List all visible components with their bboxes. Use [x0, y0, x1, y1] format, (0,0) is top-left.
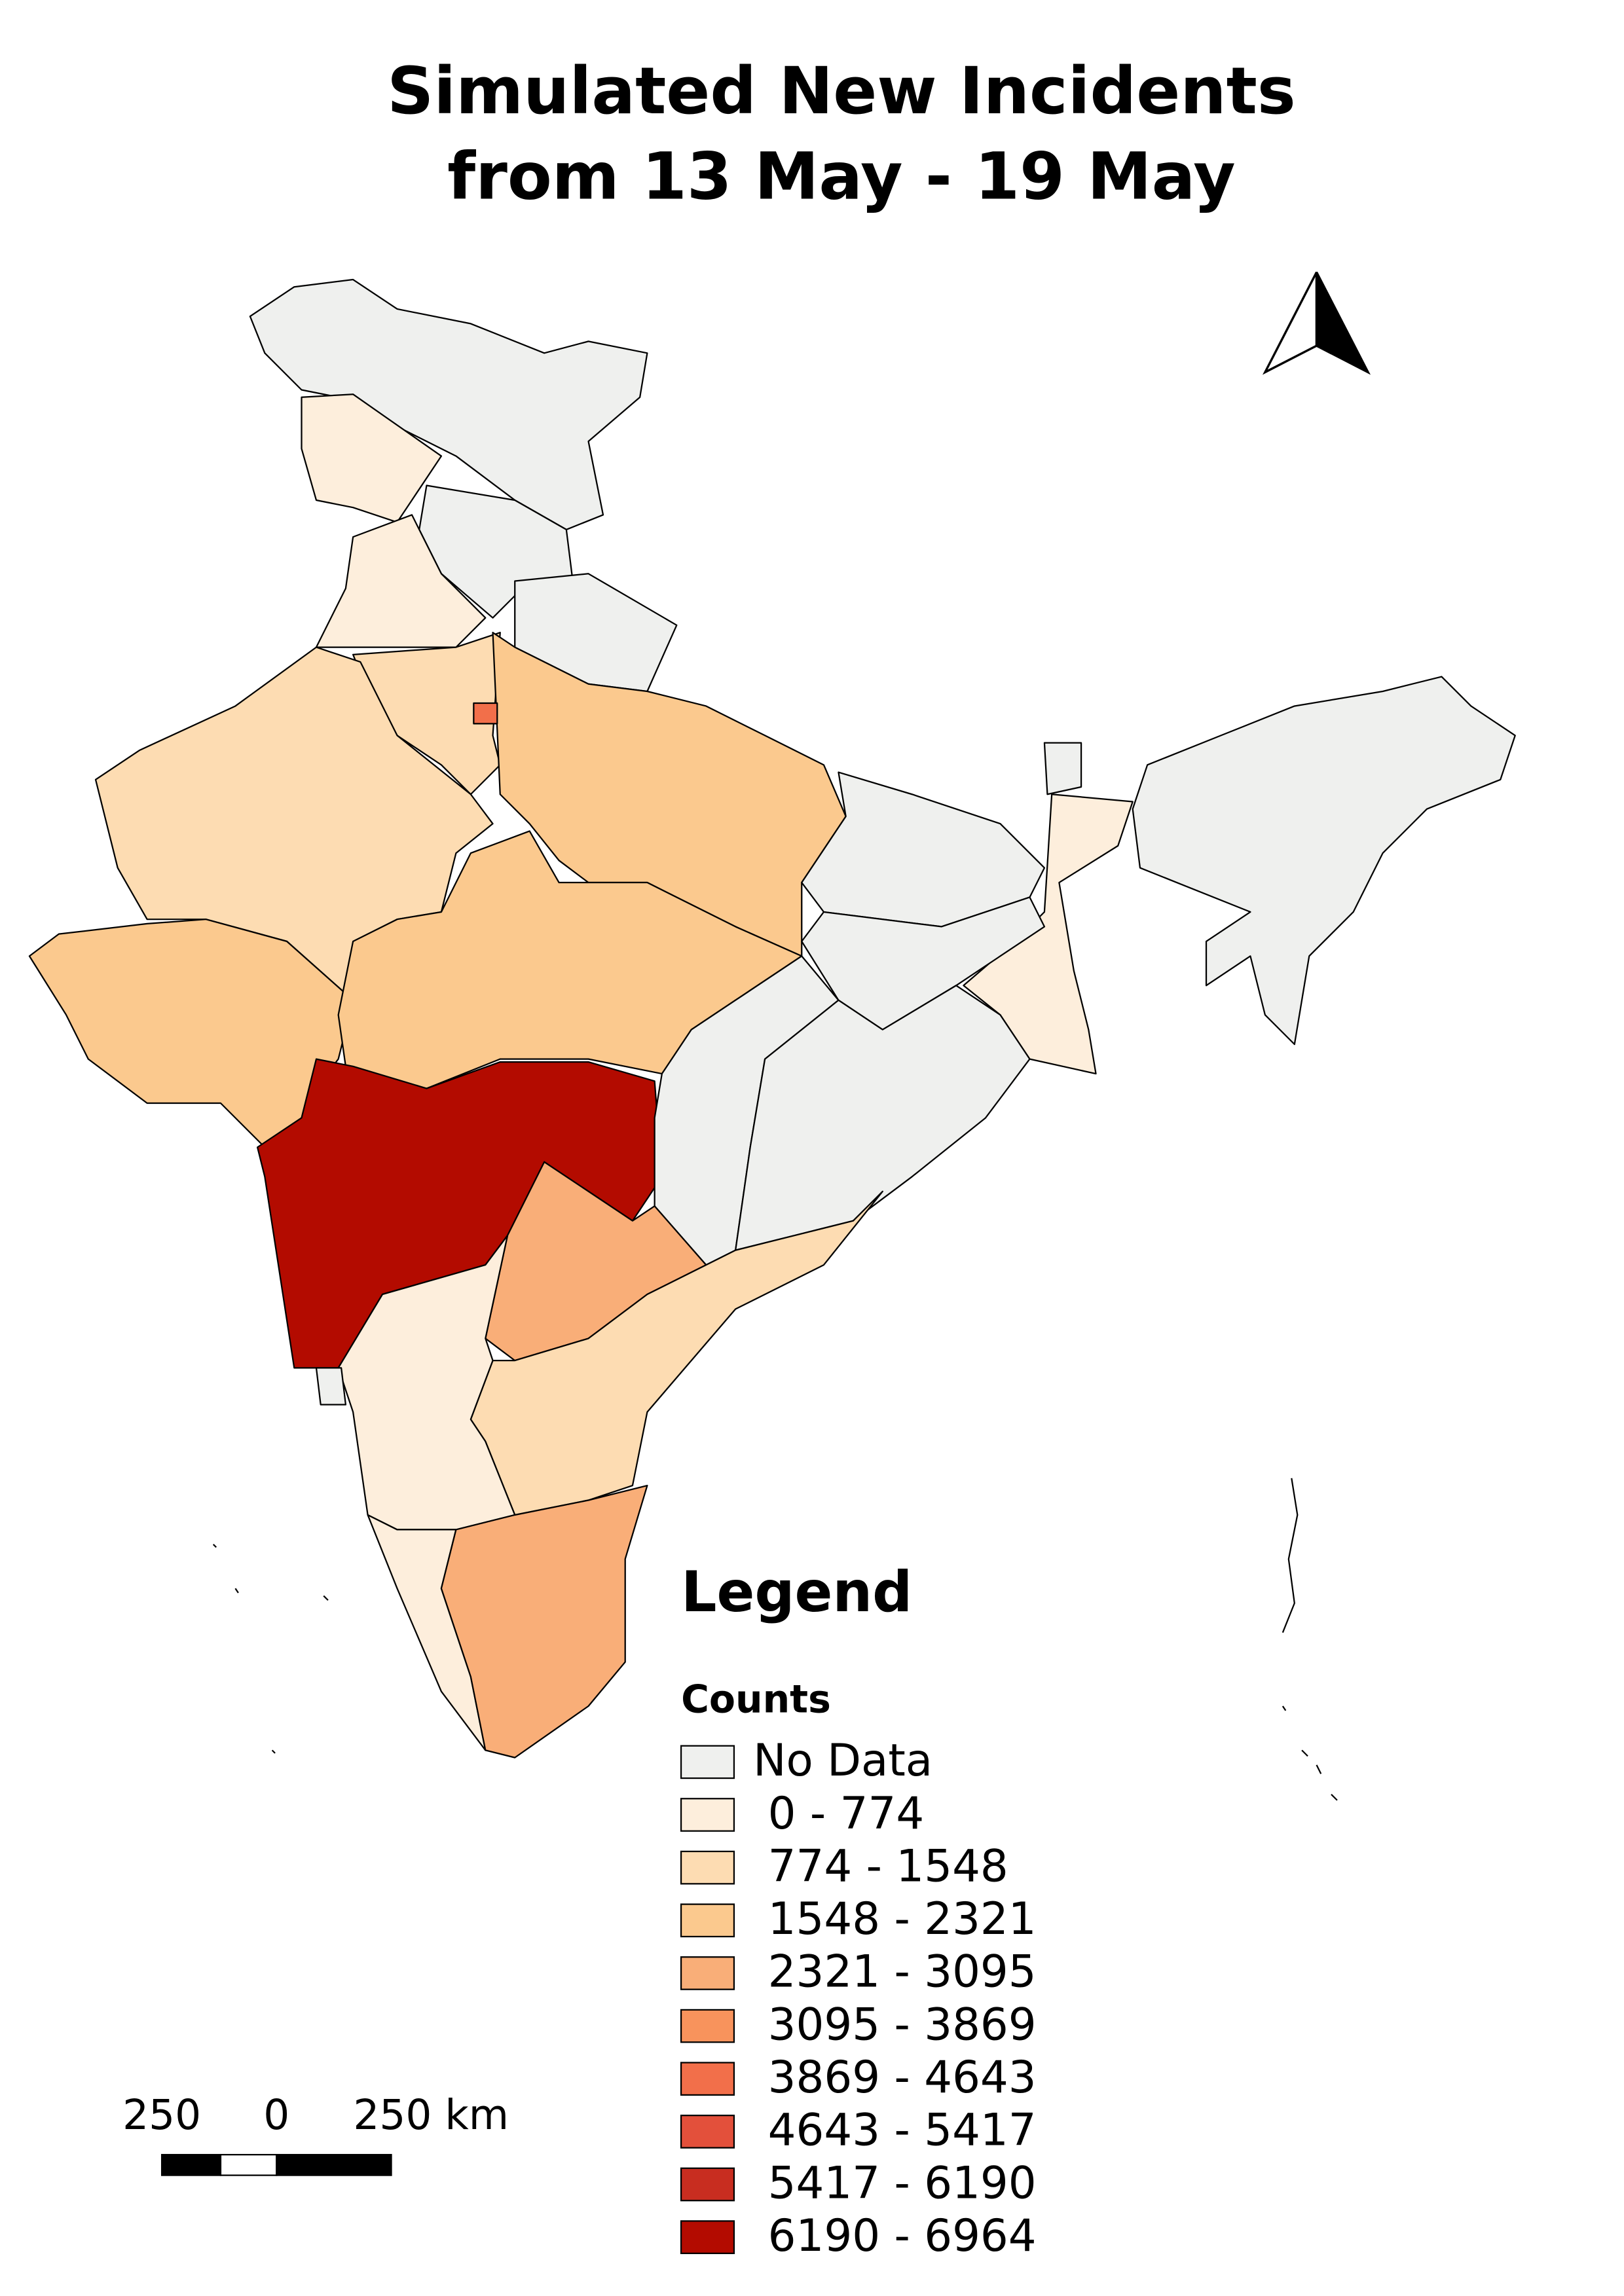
legend-label: 4643 - 5417 — [768, 2104, 1037, 2156]
islands — [212, 1478, 1338, 1801]
legend-subtitle: Counts — [681, 1677, 831, 1721]
region — [473, 702, 498, 725]
legend-swatch — [680, 2220, 735, 2254]
region — [470, 1190, 883, 1516]
region — [1132, 676, 1516, 1046]
scale-label: 250 km — [353, 2091, 509, 2139]
scale-label: 250 — [122, 2091, 201, 2139]
legend-swatch — [680, 2115, 735, 2149]
region — [801, 771, 1046, 928]
regions — [28, 278, 1516, 1801]
legend-label: 3095 - 3869 — [768, 1998, 1037, 2050]
region — [315, 514, 487, 648]
region — [315, 1367, 347, 1406]
legend-label: 0 - 774 — [768, 1787, 925, 1839]
north-arrow — [1262, 272, 1371, 375]
scale-bar — [160, 2154, 392, 2176]
legend-swatch — [680, 1745, 735, 1779]
legend-title: Legend — [681, 1560, 912, 1625]
legend-swatch — [680, 1903, 735, 1938]
region — [1043, 742, 1082, 795]
legend-swatch — [680, 1798, 735, 1832]
legend-label: 5417 - 6190 — [768, 2157, 1037, 2208]
title-line: from 13 May - 19 May — [447, 139, 1236, 214]
legend-swatch — [680, 1850, 735, 1885]
legend-label: 2321 - 3095 — [768, 1946, 1037, 1997]
legend-label: 774 - 1548 — [768, 1840, 1008, 1891]
scale-label: 0 — [263, 2091, 289, 2139]
legend-label: 6190 - 6964 — [768, 2210, 1037, 2261]
title-line: Simulated New Incidents — [387, 54, 1296, 129]
legend-label: 3869 - 4643 — [768, 2051, 1037, 2103]
region — [440, 1484, 648, 1758]
legend-label: No Data — [753, 1734, 932, 1786]
legend-swatch — [680, 2009, 735, 2043]
legend-label: 1548 - 2321 — [768, 1893, 1037, 1944]
legend-swatch — [680, 1956, 735, 1990]
legend-swatch — [680, 2167, 735, 2202]
legend-swatch — [680, 2062, 735, 2096]
